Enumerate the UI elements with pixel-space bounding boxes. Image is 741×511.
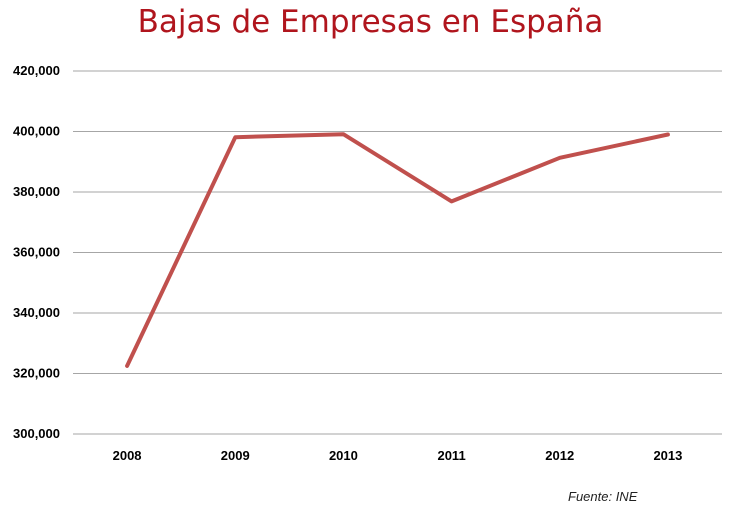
y-tick-label: 400,000: [13, 124, 60, 139]
x-axis-tick-labels: 2008 2009 2010 2011 2012 2013: [113, 448, 683, 463]
y-tick-label: 320,000: [13, 366, 60, 381]
source-note: Fuente: INE: [568, 489, 638, 504]
data-point: [451, 200, 453, 202]
x-tick-label: 2010: [329, 448, 358, 463]
x-tick-label: 2013: [653, 448, 682, 463]
series-line: [125, 132, 670, 368]
data-point: [667, 134, 669, 136]
data-point: [126, 365, 128, 367]
x-tick-label: 2011: [437, 448, 465, 463]
y-tick-label: 340,000: [13, 305, 60, 320]
y-tick-label: 360,000: [13, 245, 60, 260]
data-point: [559, 157, 561, 159]
y-tick-label: 420,000: [13, 63, 60, 78]
gridlines: [73, 70, 722, 435]
chart-title: Bajas de Empresas en España: [137, 4, 604, 40]
y-axis-tick-labels: 300,000 320,000 340,000 360,000 380,000 400,0…: [13, 63, 60, 441]
y-tick-label: 380,000: [13, 184, 60, 199]
series-lines: [125, 132, 670, 368]
y-tick-label: 300,000: [13, 426, 60, 441]
data-point: [234, 136, 236, 138]
x-tick-label: 2008: [113, 448, 142, 463]
x-tick-label: 2009: [221, 448, 250, 463]
data-point: [342, 133, 344, 135]
x-tick-label: 2012: [545, 448, 574, 463]
